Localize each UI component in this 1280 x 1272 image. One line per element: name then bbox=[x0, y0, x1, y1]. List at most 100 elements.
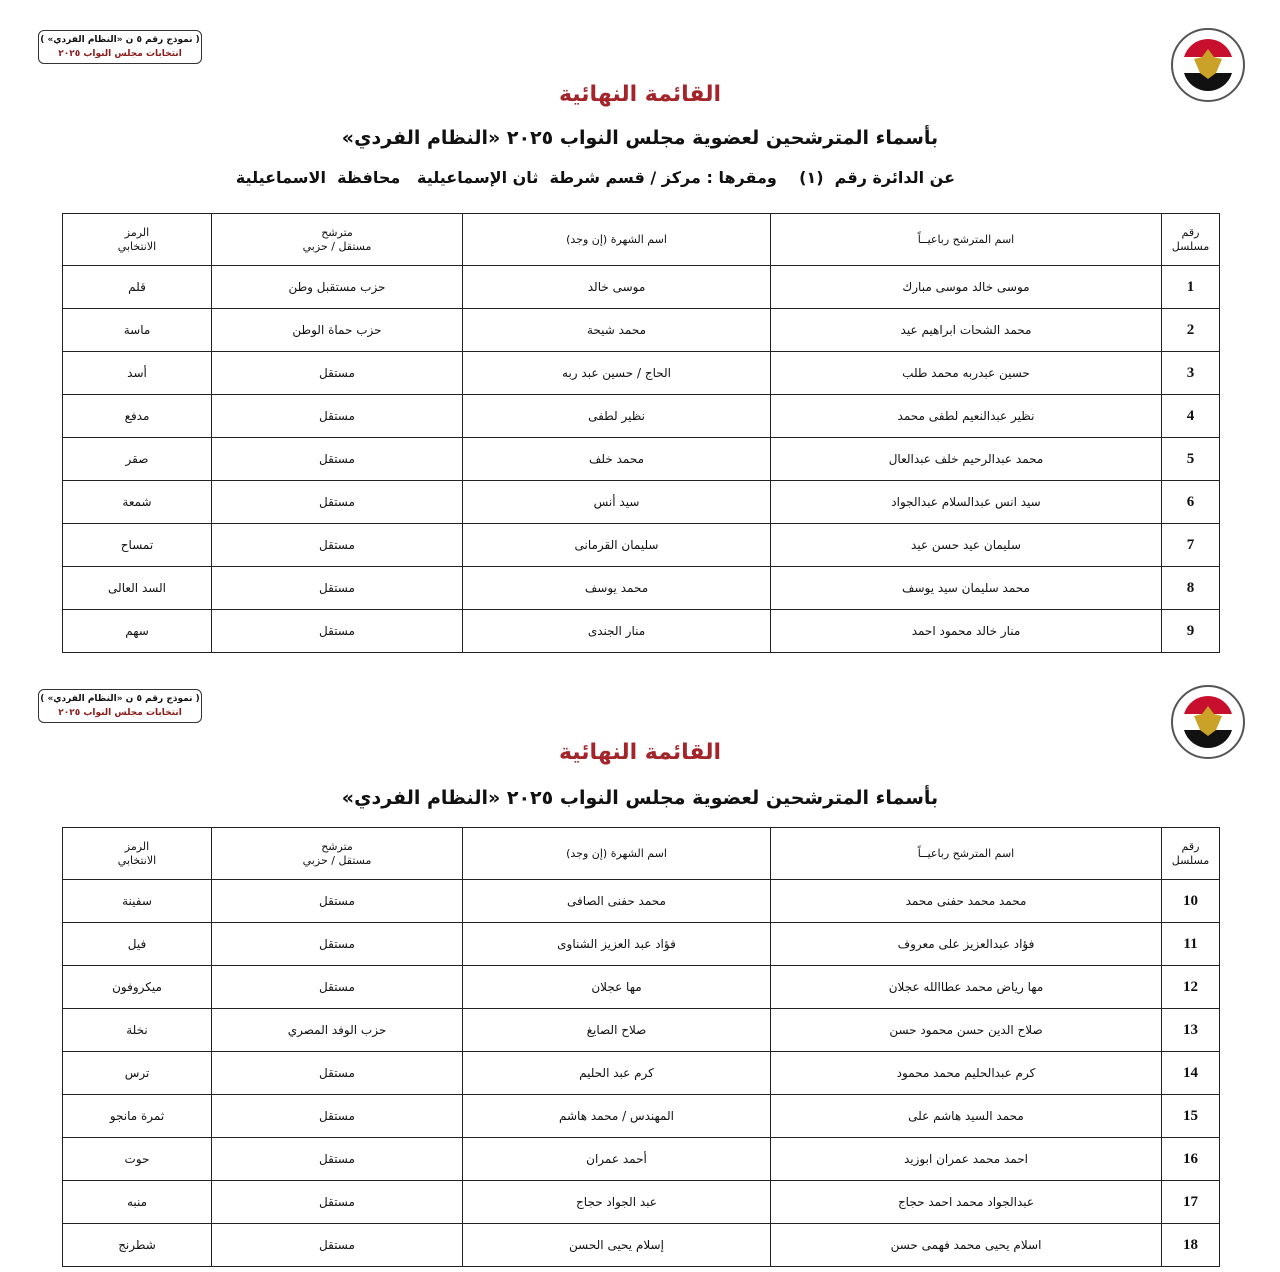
table-row: 14 كرم عبدالحليم محمد محمود كرم عبد الحليم… bbox=[62, 1051, 1220, 1095]
table-row: 2 محمد الشحات ابراهيم عيد محمد شيحة حزب حما… bbox=[62, 308, 1220, 352]
table-row: 18 اسلام يحيى محمد فهمى حسن إسلام يحيى الح… bbox=[62, 1223, 1220, 1267]
symbol-cell: ميكروفون bbox=[62, 965, 212, 1009]
nickname-cell: محمد يوسف bbox=[462, 566, 771, 610]
document-subtitle: بأسماء المترشحين لعضوية مجلس النواب ٢٠٢٥… bbox=[341, 127, 939, 149]
table-row: 1 موسى خالد موسى مبارك موسى خالد حزب مستقبل… bbox=[62, 265, 1220, 309]
table-row: 6 سيد انس عبدالسلام عبدالجواد سيد أنس مستقل… bbox=[62, 480, 1220, 524]
serial-cell: 17 bbox=[1161, 1180, 1220, 1224]
affiliation-cell: حزب الوفد المصري bbox=[211, 1008, 463, 1052]
nickname-cell: محمد حفنى الصافى bbox=[462, 879, 771, 923]
name-cell: عبدالجواد محمد احمد حجاج bbox=[770, 1180, 1162, 1224]
document-title: القائمة النهائية bbox=[558, 82, 722, 107]
document-title: القائمة النهائية bbox=[558, 740, 722, 765]
table-row: 11 فؤاد عبدالعزيز على معروف فؤاد عبد العزي… bbox=[62, 922, 1220, 966]
affiliation-cell: مستقل bbox=[211, 1180, 463, 1224]
nickname-cell: إسلام يحيى الحسن bbox=[462, 1223, 771, 1267]
header-nickname: اسم الشهرة (إن وجد) bbox=[462, 827, 771, 880]
symbol-cell: أسد bbox=[62, 351, 212, 395]
nickname-cell: موسى خالد bbox=[462, 265, 771, 309]
serial-cell: 5 bbox=[1161, 437, 1220, 481]
serial-cell: 15 bbox=[1161, 1094, 1220, 1138]
header-affiliation: مترشح مستقل / حزبي bbox=[211, 827, 463, 880]
symbol-cell: نخلة bbox=[62, 1008, 212, 1052]
nickname-cell: محمد خلف bbox=[462, 437, 771, 481]
serial-cell: 1 bbox=[1161, 265, 1220, 309]
symbol-cell: ثمرة مانجو bbox=[62, 1094, 212, 1138]
name-cell: فؤاد عبدالعزيز على معروف bbox=[770, 922, 1162, 966]
table-row: 4 نظير عبدالنعيم لطفى محمد نظير لطفى مستقل م… bbox=[62, 394, 1220, 438]
symbol-cell: سفينة bbox=[62, 879, 212, 923]
serial-cell: 7 bbox=[1161, 523, 1220, 567]
header-symbol: الرمز الانتخابي bbox=[62, 827, 212, 880]
election-authority-logo-icon bbox=[1171, 685, 1245, 759]
name-cell: احمد محمد عمران ابوزيد bbox=[770, 1137, 1162, 1181]
symbol-cell: تمساح bbox=[62, 523, 212, 567]
affiliation-cell: مستقل bbox=[211, 480, 463, 524]
nickname-cell: محمد شيحة bbox=[462, 308, 771, 352]
table-header-row: رقم مسلسل اسم المترشح رباعيــاً اسم الشهر… bbox=[62, 827, 1220, 880]
symbol-cell: السد العالى bbox=[62, 566, 212, 610]
name-cell: كرم عبدالحليم محمد محمود bbox=[770, 1051, 1162, 1095]
document-subtitle: بأسماء المترشحين لعضوية مجلس النواب ٢٠٢٥… bbox=[341, 787, 939, 809]
candidates-table-1: رقم مسلسل اسم المترشح رباعيــاً اسم الشهر… bbox=[62, 213, 1220, 653]
affiliation-cell: مستقل bbox=[211, 351, 463, 395]
symbol-cell: فيل bbox=[62, 922, 212, 966]
form-number: ( نموذج رقم ٥ ن «النظام الفردي» ) bbox=[40, 35, 200, 45]
nickname-cell: سيد أنس bbox=[462, 480, 771, 524]
header-name: اسم المترشح رباعيــاً bbox=[770, 827, 1162, 880]
affiliation-cell: مستقل bbox=[211, 394, 463, 438]
election-authority-logo-icon bbox=[1171, 28, 1245, 102]
affiliation-cell: مستقل bbox=[211, 523, 463, 567]
serial-cell: 13 bbox=[1161, 1008, 1220, 1052]
nickname-cell: عبد الجواد حجاج bbox=[462, 1180, 771, 1224]
nickname-cell: أحمد عمران bbox=[462, 1137, 771, 1181]
serial-cell: 16 bbox=[1161, 1137, 1220, 1181]
symbol-cell: شمعة bbox=[62, 480, 212, 524]
affiliation-cell: حزب حماة الوطن bbox=[211, 308, 463, 352]
name-cell: اسلام يحيى محمد فهمى حسن bbox=[770, 1223, 1162, 1267]
nickname-cell: نظير لطفى bbox=[462, 394, 771, 438]
election-name: انتخابات مجلس النواب ٢٠٢٥ bbox=[58, 708, 182, 718]
table-row: 10 محمد محمد حفنى محمد محمد حفنى الصافى مست… bbox=[62, 879, 1220, 923]
affiliation-cell: مستقل bbox=[211, 566, 463, 610]
name-cell: مها رياض محمد عطاالله عجلان bbox=[770, 965, 1162, 1009]
nickname-cell: الحاج / حسين عبد ربه bbox=[462, 351, 771, 395]
affiliation-cell: مستقل bbox=[211, 1137, 463, 1181]
name-cell: محمد محمد حفنى محمد bbox=[770, 879, 1162, 923]
affiliation-cell: مستقل bbox=[211, 965, 463, 1009]
name-cell: محمد سليمان سيد يوسف bbox=[770, 566, 1162, 610]
symbol-cell: مدفع bbox=[62, 394, 212, 438]
affiliation-cell: مستقل bbox=[211, 922, 463, 966]
serial-cell: 18 bbox=[1161, 1223, 1220, 1267]
name-cell: حسين عبدربه محمد طلب bbox=[770, 351, 1162, 395]
affiliation-cell: مستقل bbox=[211, 1094, 463, 1138]
table-row: 8 محمد سليمان سيد يوسف محمد يوسف مستقل السد … bbox=[62, 566, 1220, 610]
affiliation-cell: مستقل bbox=[211, 1223, 463, 1267]
header-serial: رقم مسلسل bbox=[1161, 827, 1220, 880]
serial-cell: 4 bbox=[1161, 394, 1220, 438]
nickname-cell: مها عجلان bbox=[462, 965, 771, 1009]
election-name: انتخابات مجلس النواب ٢٠٢٥ bbox=[58, 49, 182, 59]
name-cell: سليمان عيد حسن عيد bbox=[770, 523, 1162, 567]
symbol-cell: ترس bbox=[62, 1051, 212, 1095]
table-row: 15 محمد السيد هاشم على المهندس / محمد هاشم… bbox=[62, 1094, 1220, 1138]
symbol-cell: صقر bbox=[62, 437, 212, 481]
affiliation-cell: حزب مستقبل وطن bbox=[211, 265, 463, 309]
name-cell: صلاح الدين حسن محمود حسن bbox=[770, 1008, 1162, 1052]
table-row: 12 مها رياض محمد عطاالله عجلان مها عجلان مس… bbox=[62, 965, 1220, 1009]
symbol-cell: سهم bbox=[62, 609, 212, 653]
nickname-cell: المهندس / محمد هاشم bbox=[462, 1094, 771, 1138]
header-serial: رقم مسلسل bbox=[1161, 213, 1220, 266]
name-cell: منار خالد محمود احمد bbox=[770, 609, 1162, 653]
candidates-table-2: رقم مسلسل اسم المترشح رباعيــاً اسم الشهر… bbox=[62, 827, 1220, 1267]
form-number-box: ( نموذج رقم ٥ ن «النظام الفردي» ) انتخاب… bbox=[38, 30, 202, 64]
serial-cell: 8 bbox=[1161, 566, 1220, 610]
affiliation-cell: مستقل bbox=[211, 1051, 463, 1095]
table-row: 7 سليمان عيد حسن عيد سليمان القرمانى مستقل ت… bbox=[62, 523, 1220, 567]
district-info: عن الدائرة رقم (١) ومقرها : مركز / قسم ش… bbox=[235, 168, 955, 187]
table-row: 9 منار خالد محمود احمد منار الجندى مستقل سهم bbox=[62, 609, 1220, 653]
header-symbol: الرمز الانتخابي bbox=[62, 213, 212, 266]
nickname-cell: كرم عبد الحليم bbox=[462, 1051, 771, 1095]
name-cell: محمد عبدالرحيم خلف عبدالعال bbox=[770, 437, 1162, 481]
table-row: 16 احمد محمد عمران ابوزيد أحمد عمران مستقل ح… bbox=[62, 1137, 1220, 1181]
